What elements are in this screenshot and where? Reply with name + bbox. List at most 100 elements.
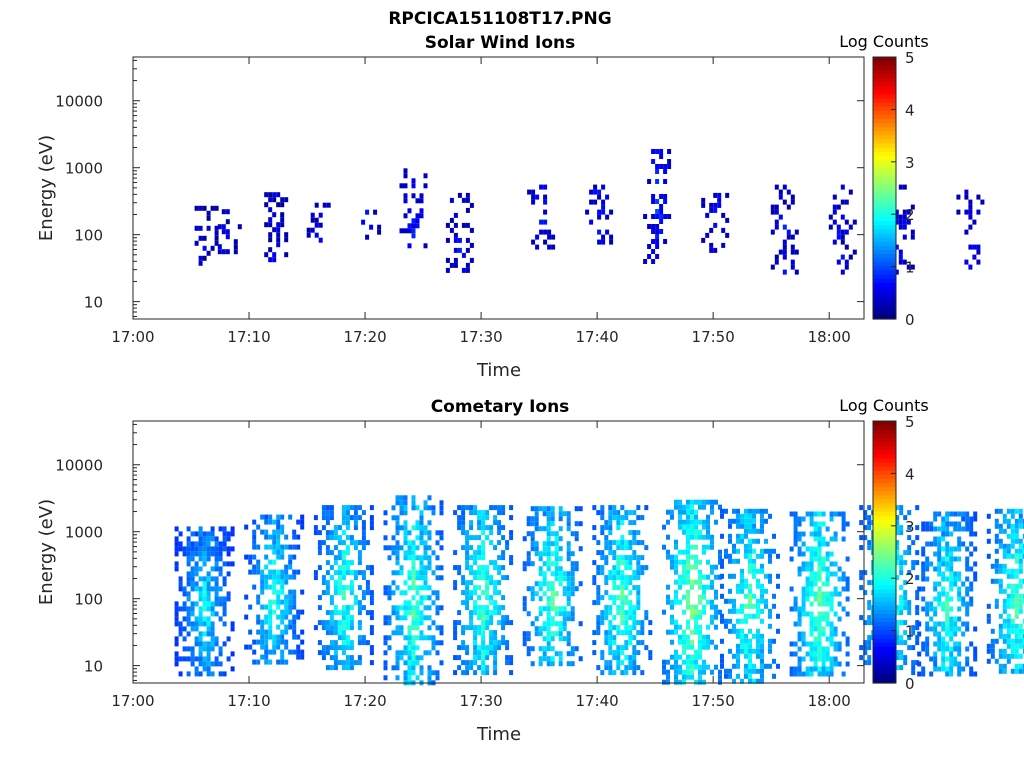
spectrogram-cell (929, 521, 934, 527)
spectrogram-cell (387, 555, 392, 561)
spectrogram-cell (272, 609, 277, 615)
spectrogram-cell (756, 643, 760, 649)
spectrogram-cell (310, 217, 315, 223)
spectrogram-cell (542, 606, 547, 612)
spectrogram-cell (391, 550, 396, 556)
spectrogram-cell (534, 511, 539, 517)
spectrogram-cell (538, 606, 543, 612)
spectrogram-cell (182, 551, 187, 557)
spectrogram-cell (817, 511, 822, 517)
spectrogram-cell (345, 535, 350, 541)
spectrogram-cell (628, 655, 633, 661)
spectrogram-cell (998, 628, 1003, 634)
spectrogram-cell (534, 581, 539, 587)
spectrogram-cell (566, 551, 571, 557)
spectrogram-cell (178, 626, 183, 632)
spectrogram-cell (1018, 548, 1023, 554)
spectrogram-cell (805, 586, 810, 592)
spectrogram-cell (608, 570, 613, 576)
spectrogram-cell (990, 578, 995, 584)
spectrogram-cell (782, 239, 787, 245)
spectrogram-cell (566, 546, 571, 552)
spectrogram-cell (419, 635, 424, 641)
spectrogram-cell (465, 660, 470, 666)
spectrogram-cell (969, 586, 974, 592)
spectrogram-cell (465, 267, 470, 273)
spectrogram-cell (608, 595, 613, 601)
spectrogram-cell (345, 625, 350, 631)
spectrogram-cell (596, 665, 601, 671)
spectrogram-cell (682, 649, 686, 655)
spectrogram-cell (666, 534, 670, 540)
spectrogram-cell (345, 615, 350, 621)
spectrogram-cell (566, 516, 571, 522)
spectrogram-cell (801, 596, 806, 602)
spectrogram-cell (318, 212, 323, 218)
spectrogram-cell (206, 626, 211, 632)
spectrogram-cell (489, 610, 494, 616)
spectrogram-cell (895, 525, 900, 531)
spectrogram-cell (776, 628, 780, 634)
spectrogram-cell (945, 551, 950, 557)
spectrogram-cell (477, 515, 482, 521)
spectrogram-cell (461, 600, 466, 606)
spectrogram-cell (453, 237, 458, 243)
colorbar-segment (873, 77, 896, 83)
spectrogram-cell (972, 219, 977, 225)
spectrogram-cell (589, 189, 594, 195)
spectrogram-cell (764, 598, 768, 604)
spectrogram-cell (534, 631, 539, 637)
spectrogram-cell (678, 559, 682, 565)
spectrogram-cell (206, 250, 211, 256)
spectrogram-cell (859, 520, 864, 526)
spectrogram-cell (313, 515, 318, 521)
spectrogram-cell (543, 229, 548, 235)
spectrogram-cell (485, 590, 490, 596)
spectrogram-cell (268, 207, 273, 213)
spectrogram-cell (280, 217, 285, 223)
spectrogram-cell (427, 625, 432, 631)
spectrogram-cell (465, 237, 470, 243)
spectrogram-cell (465, 545, 470, 551)
spectrogram-cell (222, 606, 227, 612)
spectrogram-cell (198, 576, 203, 582)
spectrogram-cell (863, 535, 868, 541)
spectrogram-cell (644, 505, 649, 511)
spectrogram-cell (744, 523, 748, 529)
spectrogram-cell (1018, 608, 1023, 614)
spectrogram-cell (748, 678, 752, 684)
spectrogram-cell (469, 520, 474, 526)
colorbar-segment (873, 249, 896, 255)
spectrogram-cell (724, 548, 728, 554)
spectrogram-cell (698, 559, 702, 565)
spectrogram-cell (604, 630, 609, 636)
spectrogram-cell (805, 641, 810, 647)
spectrogram-cell (477, 585, 482, 591)
spectrogram-cell (493, 520, 498, 526)
spectrogram-cell (210, 641, 215, 647)
spectrogram-cell (845, 636, 850, 642)
spectrogram-cell (325, 585, 330, 591)
spectrogram-cell (748, 553, 752, 559)
spectrogram-cell (764, 573, 768, 579)
spectrogram-cell (558, 546, 563, 552)
spectrogram-cell (903, 595, 908, 601)
spectrogram-cell (268, 217, 273, 223)
spectrogram-cell (833, 511, 838, 517)
spectrogram-cell (732, 598, 736, 604)
spectrogram-cell (756, 568, 760, 574)
spectrogram-cell (387, 615, 392, 621)
spectrogram-cell (760, 658, 764, 664)
spectrogram-cell (666, 599, 670, 605)
spectrogram-cell (832, 204, 837, 210)
spectrogram-cell (863, 620, 868, 626)
spectrogram-cell (600, 620, 605, 626)
spectrogram-cell (736, 538, 740, 544)
spectrogram-cell (756, 613, 760, 619)
spectrogram-cell (423, 530, 428, 536)
spectrogram-cell (230, 561, 235, 567)
spectrogram-cell (268, 534, 273, 540)
spectrogram-cell (497, 540, 502, 546)
spectrogram-cell (813, 596, 818, 602)
spectrogram-cell (218, 671, 223, 677)
